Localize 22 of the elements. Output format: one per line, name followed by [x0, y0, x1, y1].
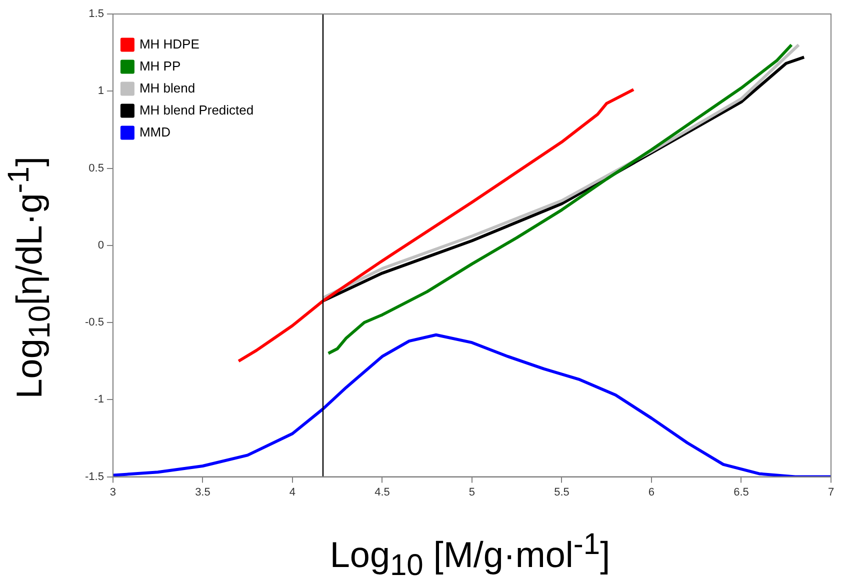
legend-label: MH blend Predicted — [139, 102, 254, 118]
y-tick-label: 0.5 — [88, 162, 104, 174]
x-axis-title: Log$_{10}$ [M/g·mol$^{-1}$] — [328, 528, 612, 582]
x-tick-label: 5.5 — [554, 486, 570, 498]
x-tick-label: 6 — [648, 486, 655, 498]
y-tick-label: -1 — [94, 394, 104, 406]
x-tick-label: 6.5 — [734, 486, 749, 498]
legend-label: MMD — [139, 124, 170, 140]
x-tick-label: 3 — [110, 486, 116, 498]
y-tick-label: 0 — [98, 239, 104, 252]
x-tick-label: 4.5 — [374, 486, 390, 498]
x-tick-label: 7 — [828, 486, 834, 498]
x-tick-label: 3.5 — [195, 486, 210, 498]
legend-label: MH HDPE — [139, 36, 200, 52]
y-tick-label: -1.5 — [84, 470, 104, 483]
legend-label: MH PP — [139, 58, 181, 74]
y-tick-label: 1.5 — [88, 8, 104, 20]
x-tick-label: 5 — [468, 486, 476, 498]
y-tick-label: 1 — [98, 85, 104, 98]
y-tick-label: -0.5 — [84, 316, 104, 329]
x-tick-label: 4 — [289, 486, 296, 498]
legend-label: MH blend — [139, 80, 196, 96]
